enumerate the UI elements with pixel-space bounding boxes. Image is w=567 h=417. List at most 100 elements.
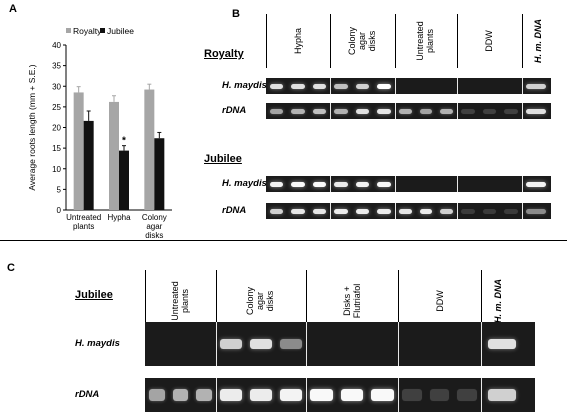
gel-band — [310, 389, 333, 401]
gel-band — [526, 83, 546, 89]
gel-band — [334, 208, 348, 214]
gel-strip — [145, 378, 535, 412]
gel-band — [526, 108, 546, 114]
x-tick-label: plants — [73, 222, 94, 231]
column-divider — [330, 14, 331, 68]
y-tick-label: 20 — [52, 124, 61, 133]
gel-band — [488, 339, 516, 349]
gel-separator — [216, 378, 217, 412]
panel-a-label: A — [9, 3, 17, 15]
gel-separator — [330, 103, 331, 119]
bar-chart: Royalty Jubilee 0 5 10 15 20 25 30 35 40 Average ro… — [27, 26, 172, 240]
panel-c-label: C — [7, 262, 15, 274]
gel-band — [355, 83, 370, 89]
bar-jubilee — [119, 150, 129, 210]
gel-band — [270, 108, 284, 114]
gel-separator — [457, 103, 458, 119]
row-label: H. maydis — [222, 178, 267, 189]
gel-band — [312, 208, 326, 214]
panel-b: Hypha Colony agar disks Untreated plants DDW H.… — [204, 14, 551, 219]
gel-band — [440, 208, 453, 214]
gel-band — [291, 208, 305, 214]
gel-band — [149, 389, 165, 401]
gel-band — [280, 339, 302, 349]
gel-band — [419, 208, 433, 214]
gel-separator — [522, 103, 523, 119]
gel-separator — [395, 203, 396, 219]
row-label: H. maydis — [222, 80, 267, 91]
gel-band — [220, 339, 242, 349]
figure-divider — [0, 240, 567, 241]
y-tick-label: 40 — [52, 41, 61, 50]
y-axis-label: Average roots length (mm + S.E.) — [27, 64, 37, 190]
gel-band — [312, 108, 326, 114]
gel-band — [461, 208, 475, 214]
gel-band — [312, 83, 326, 89]
bar-royalty — [144, 89, 155, 210]
gel-band — [488, 389, 516, 401]
bar-royalty — [109, 101, 119, 210]
column-divider — [216, 270, 217, 332]
gel-band — [220, 389, 242, 401]
gel-band — [482, 208, 497, 214]
gel-band — [355, 108, 370, 114]
gel-band — [355, 181, 370, 187]
gel-band — [419, 108, 433, 114]
column-divider — [457, 14, 458, 68]
y-tick-label: 10 — [52, 165, 61, 174]
gel-strip — [266, 78, 551, 94]
gel-separator — [522, 176, 523, 192]
gel-separator — [306, 378, 307, 412]
bar-royalty — [73, 92, 84, 210]
bar-jubilee — [83, 120, 94, 210]
x-tick-label: Hypha — [107, 213, 131, 222]
gel-separator — [330, 176, 331, 192]
gel-strip — [266, 203, 551, 219]
column-divider — [481, 270, 482, 332]
gel-band — [429, 389, 450, 401]
column-divider — [306, 270, 307, 332]
gel-separator — [522, 78, 523, 94]
gel-band — [355, 208, 370, 214]
gel-band — [526, 181, 546, 187]
gel-band — [402, 389, 422, 401]
gel-band — [377, 108, 391, 114]
gel-band — [270, 208, 284, 214]
gel-band — [196, 389, 212, 401]
gel-strip — [145, 322, 535, 366]
gel-band — [270, 181, 284, 187]
gel-band — [172, 389, 189, 401]
gel-band — [291, 108, 305, 114]
gel-band — [377, 208, 391, 214]
gel-separator — [457, 176, 458, 192]
x-tick-label: Untreated — [66, 213, 101, 222]
column-divider — [266, 14, 267, 68]
gel-separator — [398, 322, 399, 366]
y-tick-label: 35 — [52, 62, 61, 71]
gel-band — [291, 83, 305, 89]
row-label: rDNA — [222, 205, 247, 216]
row-label: H. maydis — [75, 338, 120, 349]
gel-band — [371, 389, 394, 401]
gel-separator — [330, 78, 331, 94]
column-divider — [145, 270, 146, 332]
gel-band — [504, 108, 518, 114]
gel-band — [334, 108, 348, 114]
gel-band — [440, 108, 453, 114]
gel-band — [280, 389, 302, 401]
gel-band — [461, 108, 475, 114]
row-label: rDNA — [75, 389, 100, 400]
section-title-jubilee: Jubilee — [204, 153, 242, 165]
y-tick-label: 15 — [52, 144, 61, 153]
gel-strip — [266, 176, 551, 192]
gel-separator — [306, 322, 307, 366]
y-tick-label: 5 — [57, 185, 62, 194]
gel-band — [291, 181, 305, 187]
gel-band — [399, 108, 412, 114]
gel-separator — [522, 203, 523, 219]
x-tick-label: disks — [145, 231, 163, 240]
section-title-jubilee: Jubilee — [75, 289, 113, 301]
legend-label-royalty: Royalty — [73, 26, 102, 36]
column-divider — [395, 14, 396, 68]
